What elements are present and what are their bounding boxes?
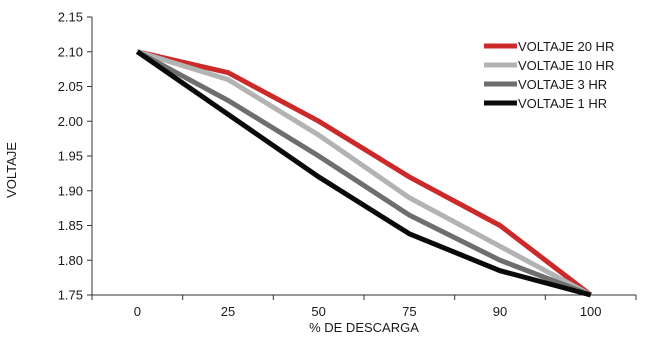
y-tick-label: 2.10 — [58, 44, 83, 59]
x-axis-label: % DE DESCARGA — [309, 320, 419, 335]
y-tick-label: 2.00 — [58, 114, 83, 129]
x-tick-label: 50 — [311, 304, 325, 319]
y-tick-label: 2.15 — [58, 10, 83, 25]
y-tick-label: 2.05 — [58, 79, 83, 94]
y-axis-label: VOLTAJE — [4, 142, 19, 198]
x-tick-label: 0 — [134, 304, 141, 319]
y-tick-label: 1.75 — [58, 288, 83, 303]
series-line-3 — [135, 49, 592, 298]
y-tick-label: 1.85 — [58, 218, 83, 233]
x-tick-label: 75 — [402, 304, 416, 319]
x-tick-label: 90 — [493, 304, 507, 319]
y-tick-label: 1.80 — [58, 253, 83, 268]
legend-label: VOLTAJE 1 HR — [518, 96, 607, 111]
series-line-1 — [136, 49, 592, 298]
y-axis-ticks: 1.75 1.80 1.85 1.90 1.95 2.00 2.05 2.10 2.15 — [58, 10, 92, 303]
series-line-0 — [136, 49, 593, 297]
y-tick-label: 1.90 — [58, 183, 83, 198]
legend-label: VOLTAJE 3 HR — [518, 77, 607, 92]
legend-label: VOLTAJE 10 HR — [518, 58, 614, 73]
x-tick-label: 25 — [221, 304, 235, 319]
x-tick-label: 100 — [580, 304, 602, 319]
legend-label: VOLTAJE 20 HR — [518, 39, 614, 54]
legend: VOLTAJE 20 HR VOLTAJE 10 HR VOLTAJE 3 HR VO… — [484, 39, 614, 111]
series-lines — [135, 49, 593, 298]
y-tick-label: 1.95 — [58, 149, 83, 164]
series-line-2 — [136, 49, 592, 298]
x-axis-ticks: 0 25 50 75 90 100 — [91, 295, 637, 319]
